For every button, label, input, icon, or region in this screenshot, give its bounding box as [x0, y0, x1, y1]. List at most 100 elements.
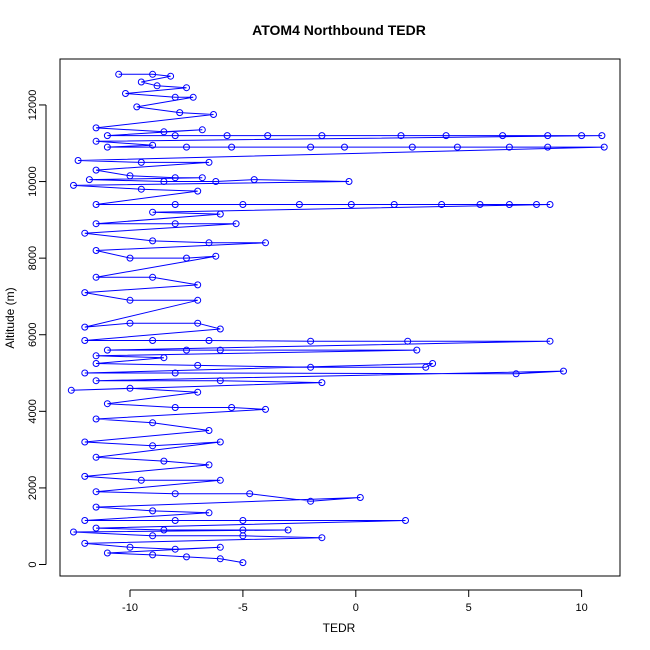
- x-tick-label-3: 5: [466, 602, 472, 614]
- data-point-80: [81, 289, 89, 297]
- data-point-23: [544, 132, 552, 140]
- data-point-126: [205, 461, 213, 469]
- data-point-19: [318, 132, 326, 140]
- data-point-21: [442, 132, 450, 140]
- data-point-113: [194, 388, 202, 396]
- data-point-107: [560, 367, 567, 375]
- data-point-74: [126, 254, 134, 262]
- data-point-4: [153, 82, 161, 90]
- data-point-46: [160, 178, 168, 185]
- data-point-155: [149, 551, 157, 559]
- data-point-43: [171, 174, 179, 182]
- x-tick-label-2: 0: [353, 602, 359, 614]
- data-point-78: [149, 273, 157, 281]
- data-point-57: [347, 201, 355, 208]
- data-point-104: [81, 369, 89, 377]
- data-point-87: [81, 337, 89, 344]
- data-point-47: [212, 178, 220, 185]
- data-point-94: [183, 346, 190, 354]
- data-point-63: [546, 201, 554, 208]
- data-point-68: [232, 220, 240, 228]
- data-point-8: [189, 93, 197, 101]
- data-point-44: [198, 174, 206, 182]
- data-point-52: [194, 187, 202, 195]
- data-point-85: [194, 319, 202, 327]
- data-point-135: [92, 503, 100, 511]
- data-point-96: [413, 346, 421, 354]
- data-point-115: [171, 404, 179, 411]
- data-point-49: [345, 178, 353, 185]
- data-point-75: [183, 254, 190, 262]
- x-tick-label-1: -5: [238, 602, 248, 614]
- data-point-61: [505, 201, 513, 208]
- data-point-37: [600, 143, 608, 151]
- data-point-50: [70, 181, 77, 189]
- data-point-114: [103, 400, 111, 408]
- data-point-116: [228, 404, 236, 411]
- data-point-140: [239, 517, 247, 524]
- y-tick-label-1: 2000: [27, 476, 39, 500]
- data-point-71: [205, 239, 213, 247]
- data-point-117: [262, 405, 269, 413]
- data-point-90: [307, 337, 315, 345]
- data-point-16: [171, 132, 179, 140]
- data-point-123: [216, 438, 224, 446]
- data-point-142: [92, 524, 100, 532]
- data-point-15: [103, 132, 111, 140]
- data-point-59: [438, 201, 446, 208]
- data-point-133: [307, 497, 315, 505]
- data-point-92: [546, 337, 554, 345]
- data-point-102: [422, 363, 430, 371]
- data-point-67: [171, 220, 179, 228]
- data-point-128: [137, 476, 145, 484]
- data-point-45: [85, 176, 93, 184]
- data-point-138: [81, 517, 89, 524]
- data-point-134: [356, 494, 364, 501]
- data-point-17: [223, 132, 231, 140]
- x-axis: -10 -5 0 5 10: [122, 589, 588, 614]
- data-point-84: [126, 319, 134, 327]
- y-axis: 0 2000 4000 6000 8000 10000 12000: [27, 90, 47, 568]
- data-point-154: [103, 549, 111, 557]
- data-point-150: [81, 539, 89, 547]
- data-point-34: [453, 143, 461, 151]
- data-point-53: [92, 201, 100, 208]
- data-point-3: [137, 78, 145, 86]
- data-point-99: [92, 360, 100, 367]
- data-point-40: [205, 158, 213, 166]
- plot-frame: [59, 58, 621, 577]
- data-point-35: [505, 143, 513, 151]
- data-point-139: [171, 517, 179, 524]
- data-point-124: [92, 453, 100, 461]
- data-point-158: [239, 559, 247, 567]
- data-point-97: [92, 352, 100, 360]
- data-point-153: [216, 543, 224, 551]
- data-point-122: [149, 442, 157, 450]
- y-tick-label-4: 8000: [27, 246, 39, 270]
- data-point-25: [598, 132, 606, 140]
- data-point-22: [499, 132, 507, 140]
- data-point-149: [318, 534, 326, 542]
- data-point-0: [115, 70, 123, 78]
- x-tick-label-0: -10: [122, 602, 138, 614]
- data-point-108: [92, 377, 100, 385]
- data-point-42: [126, 172, 134, 180]
- data-point-58: [390, 201, 398, 208]
- data-point-48: [250, 176, 258, 184]
- data-point-33: [408, 143, 416, 151]
- data-point-88: [149, 337, 157, 344]
- data-point-95: [216, 346, 224, 354]
- data-point-109: [216, 377, 224, 385]
- data-point-145: [284, 526, 292, 534]
- data-point-105: [171, 369, 179, 377]
- data-point-93: [103, 346, 111, 354]
- data-point-51: [137, 185, 145, 193]
- y-tick-label-6: 12000: [27, 90, 39, 121]
- data-point-66: [92, 220, 100, 228]
- data-point-125: [160, 457, 168, 465]
- y-axis-label: Altitude (m): [3, 287, 17, 348]
- data-point-14: [198, 126, 206, 134]
- data-point-112: [126, 384, 134, 392]
- data-point-156: [183, 553, 190, 561]
- data-point-143: [160, 526, 168, 534]
